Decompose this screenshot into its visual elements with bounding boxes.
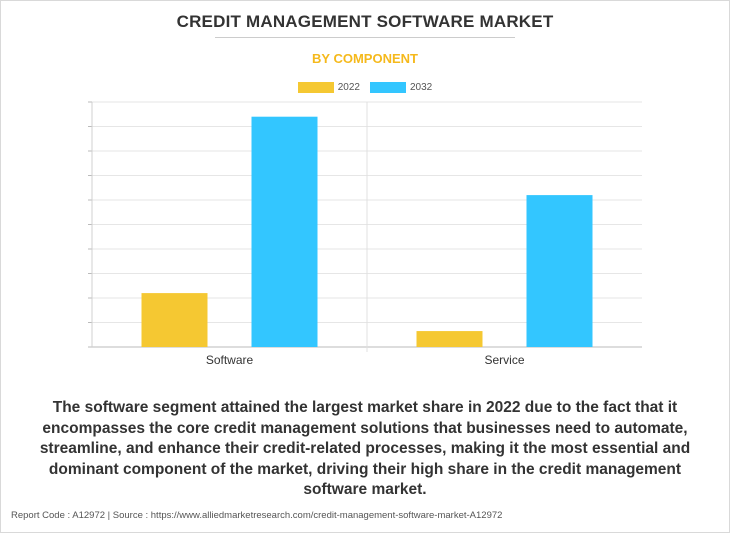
legend-label-2032: 2032 bbox=[410, 81, 433, 93]
bar-service-2032 bbox=[526, 195, 593, 347]
bar-software-2032 bbox=[251, 116, 318, 347]
chart-subtitle: BY COMPONENT bbox=[312, 51, 418, 66]
legend-item-2032: 2032 bbox=[370, 81, 433, 93]
x-tick-label-software: Software bbox=[206, 353, 254, 367]
bar-service-2022 bbox=[416, 331, 483, 347]
legend-swatch-2022 bbox=[297, 81, 334, 93]
chart-caption: The software segment attained the larges… bbox=[39, 399, 691, 498]
legend-swatch-2032 bbox=[370, 81, 406, 93]
title-divider bbox=[215, 37, 515, 38]
chart-legend: 2022 2032 bbox=[0, 80, 730, 94]
chart-title: CREDIT MANAGEMENT SOFTWARE MARKET bbox=[176, 12, 554, 31]
report-footer: Report Code : A12972 | Source : https://… bbox=[11, 510, 503, 521]
legend-label-2022: 2022 bbox=[337, 81, 360, 93]
bar-software-2022 bbox=[141, 293, 208, 347]
legend-item-2022: 2022 bbox=[297, 81, 360, 93]
x-tick-label-service: Service bbox=[484, 353, 524, 367]
